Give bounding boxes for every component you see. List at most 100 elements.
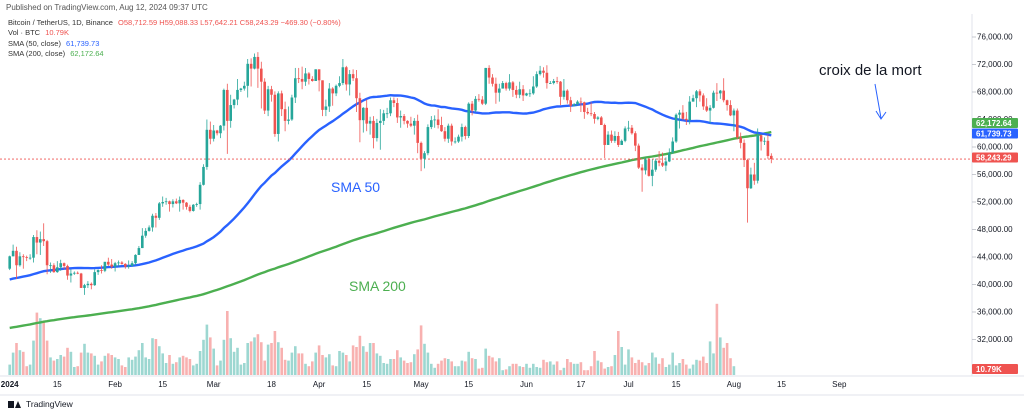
volume-bar (158, 346, 161, 375)
candle-body (525, 93, 528, 96)
candle-body (328, 88, 331, 107)
price-tick-label: 32,000.00 (977, 335, 1013, 344)
volume-bar (348, 361, 351, 375)
legend-sma50-row[interactable]: SMA (50, close) 61,739.73 (8, 39, 341, 49)
candle-body (385, 113, 389, 115)
time-tick-label: Jun (520, 380, 533, 389)
price-tag-label: 62,172.64 (976, 119, 1012, 128)
candle-body (644, 159, 647, 171)
volume-bar (579, 362, 583, 375)
candle-body (198, 184, 202, 205)
volume-bar (708, 341, 712, 375)
sma200-annotation: SMA 200 (349, 278, 406, 294)
candle-body (654, 160, 657, 170)
volume-bar (345, 355, 348, 375)
volume-bar (49, 357, 52, 375)
volume-bar (664, 367, 668, 375)
volume-bar (644, 365, 647, 375)
volume-label: Vol · BTC (8, 28, 41, 38)
legend-symbol-row[interactable]: Bitcoin / TetherUS, 1D, Binance O58,712.… (8, 18, 341, 28)
sma200-value: 62,172.64 (70, 49, 104, 59)
candle-body (379, 120, 382, 123)
candle-body (348, 74, 351, 85)
candle-body (770, 155, 773, 160)
candle-body (35, 237, 39, 243)
legend-sma200-row[interactable]: SMA (200, close) 62,172.64 (8, 49, 341, 59)
price-tick-label: 48,000.00 (977, 225, 1013, 234)
candle-body (219, 125, 222, 134)
volume-bar (209, 337, 212, 375)
candle-body (409, 123, 413, 126)
volume-bar (651, 352, 654, 375)
candle-body (358, 98, 362, 121)
candle-body (294, 78, 297, 98)
candle-body (702, 95, 705, 107)
candle-body (579, 101, 583, 103)
candle-body (110, 264, 113, 267)
candle-body (181, 199, 185, 203)
candle-body (491, 77, 494, 84)
volume-bar (674, 365, 678, 375)
volume-bar (103, 355, 107, 375)
volume-bar (266, 344, 270, 375)
candle-body (151, 215, 154, 228)
candle-body (144, 230, 147, 236)
annotations: SMA 50 SMA 200 croix de la mort (331, 62, 922, 294)
brand-label: TradingView (26, 399, 73, 409)
volume-bar (678, 363, 681, 375)
price-tag-label: 10.79K (976, 365, 1002, 374)
volume-bar (79, 352, 83, 375)
chart-legend: Bitcoin / TetherUS, 1D, Binance O58,712.… (8, 18, 341, 60)
candle-body (423, 153, 426, 159)
candle-body (341, 67, 345, 84)
candle-body (664, 161, 668, 166)
volume-bar (443, 358, 447, 375)
volume-bar (328, 354, 331, 375)
candle-body (477, 98, 481, 100)
volume-bar (188, 359, 192, 375)
candle-body (304, 73, 307, 82)
candle-body (610, 134, 613, 141)
candle-body (66, 265, 69, 276)
candle-body (759, 135, 763, 142)
candle-body (11, 250, 15, 257)
footer-brand[interactable]: TradingView (8, 399, 73, 409)
volume-bar (535, 367, 538, 375)
volume-bar (137, 350, 141, 375)
candle-body (433, 119, 436, 121)
volume-bar (671, 352, 674, 375)
volume-bar (219, 360, 222, 375)
volume-bar (317, 345, 321, 375)
volume-bar (681, 359, 685, 375)
candle-body (467, 103, 470, 136)
published-text: Published on TradingView.com, Aug 12, 20… (6, 3, 208, 12)
volume-bar (222, 339, 226, 375)
volume-bar (256, 334, 260, 375)
candle-body (32, 237, 35, 258)
price-tag-box (972, 118, 1018, 128)
volume-bar (617, 331, 620, 375)
candle-body (83, 285, 86, 288)
volume-bar (90, 353, 93, 375)
candle-body (215, 130, 219, 134)
volume-bar (52, 360, 56, 375)
volume-bar (525, 363, 528, 375)
volume-bar (423, 343, 426, 375)
volume-bar (154, 339, 158, 375)
candle-body (127, 265, 130, 267)
volume-bar (110, 355, 113, 375)
volume-bar (117, 359, 120, 375)
sma-50-path (9, 93, 772, 281)
volume-bar (226, 311, 229, 375)
legend-volume-row[interactable]: Vol · BTC 10.79K (8, 28, 341, 38)
tradingview-logo-icon (8, 400, 22, 409)
volume-bar (178, 357, 181, 375)
price-tag-box (972, 152, 1018, 163)
volume-bar (11, 352, 15, 375)
candle-body (732, 110, 736, 116)
candle-body (749, 174, 753, 189)
volume-bar (28, 364, 32, 375)
volume-bar (212, 348, 215, 375)
candle-body (413, 120, 416, 126)
